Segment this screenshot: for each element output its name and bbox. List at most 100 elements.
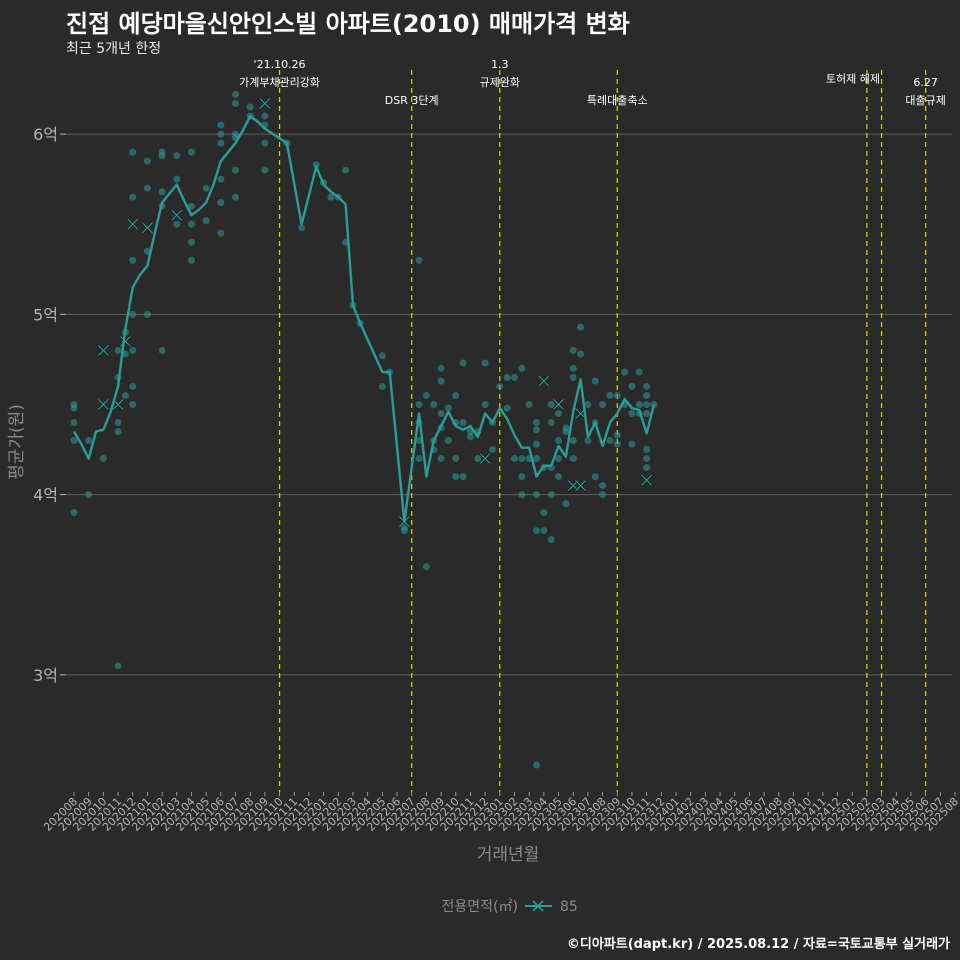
transaction-point <box>613 391 621 399</box>
transaction-point <box>232 130 240 138</box>
grid-layer <box>60 133 952 676</box>
transaction-point <box>114 346 122 354</box>
legend-title: 전용면적(㎡) <box>442 899 518 915</box>
transaction-point <box>569 346 577 354</box>
transaction-point <box>547 400 555 408</box>
transaction-point <box>518 455 526 463</box>
transaction-point <box>459 359 467 367</box>
transaction-point <box>217 175 225 183</box>
transaction-point <box>129 346 137 354</box>
transaction-point <box>430 400 438 408</box>
transaction-point <box>437 455 445 463</box>
transaction-point <box>533 527 541 535</box>
transaction-cross-mark <box>575 480 586 492</box>
average-line <box>72 114 656 523</box>
transaction-point <box>488 446 496 454</box>
transaction-point <box>187 202 195 210</box>
transaction-point <box>547 536 555 544</box>
transaction-point <box>606 437 614 445</box>
transaction-cross-mark <box>141 222 153 234</box>
transaction-point <box>415 256 423 264</box>
transaction-point <box>518 364 526 372</box>
transaction-point <box>643 382 651 390</box>
transaction-point <box>518 473 526 481</box>
legend-entry-85: 85 <box>560 899 578 915</box>
transaction-point <box>158 346 166 354</box>
transaction-point <box>569 364 577 372</box>
transaction-point <box>70 404 78 412</box>
transaction-point <box>503 404 511 412</box>
transaction-point <box>613 440 621 448</box>
transaction-point <box>555 409 563 417</box>
transaction-point <box>114 428 122 436</box>
transaction-point <box>569 455 577 463</box>
transaction-point <box>327 193 335 201</box>
y-tick-label: 5억 <box>33 305 58 324</box>
transaction-cross-mark <box>553 399 564 410</box>
transaction-cross-mark <box>479 453 491 464</box>
transaction-point <box>232 99 240 107</box>
transaction-point <box>298 224 306 232</box>
transaction-point <box>187 256 195 264</box>
transaction-cross-mark <box>127 218 139 230</box>
transaction-point <box>85 491 93 499</box>
transaction-point <box>584 400 592 408</box>
transaction-point <box>217 130 225 138</box>
transaction-point <box>121 391 129 399</box>
transaction-point <box>187 238 195 246</box>
transaction-point <box>143 157 151 165</box>
transaction-point <box>635 400 643 408</box>
transaction-point <box>187 220 195 228</box>
event-label: 특례대출축소 <box>587 94 648 107</box>
transaction-point <box>261 112 269 120</box>
transaction-point <box>547 418 555 426</box>
transaction-point <box>400 523 408 531</box>
transaction-point <box>643 446 651 454</box>
transaction-point <box>503 373 511 381</box>
transaction-point <box>312 161 320 169</box>
transaction-point <box>217 121 225 129</box>
transaction-point <box>452 391 460 399</box>
transaction-point <box>628 409 636 417</box>
transaction-point <box>459 473 467 481</box>
event-label: 규제완화 <box>480 76 520 89</box>
transaction-point <box>99 455 107 463</box>
transaction-point <box>569 373 577 381</box>
transaction-point <box>635 368 643 376</box>
transaction-point <box>158 188 166 196</box>
transaction-point <box>246 103 254 111</box>
transaction-point <box>540 509 548 517</box>
transaction-point <box>232 193 240 201</box>
transaction-point <box>114 662 122 670</box>
transaction-point <box>85 437 93 445</box>
transaction-point <box>481 359 489 367</box>
transaction-cross-mark <box>119 335 131 347</box>
transaction-point <box>562 428 570 436</box>
transaction-point <box>599 400 607 408</box>
transaction-point <box>173 152 181 160</box>
transaction-cross-mark <box>97 344 109 356</box>
transaction-point <box>474 455 482 463</box>
transaction-point <box>621 368 629 376</box>
transaction-cross-mark <box>171 209 183 221</box>
transaction-point <box>129 310 137 318</box>
event-label: 대출규제 <box>905 94 945 107</box>
y-tick-labels: 3억 4억 5억 6억 <box>33 125 58 685</box>
transaction-point <box>481 400 489 408</box>
transaction-point <box>143 310 151 318</box>
chart-subtitle: 최근 5개년 한정 <box>66 41 162 57</box>
transaction-point <box>511 455 518 463</box>
transaction-point <box>628 382 636 390</box>
transaction-point <box>643 409 651 417</box>
transaction-point <box>232 166 240 174</box>
event-label: 가계부채관리강화 <box>239 76 320 89</box>
transaction-point <box>121 350 129 358</box>
y-tick-label: 3억 <box>33 666 58 685</box>
transaction-cross-mark <box>97 399 109 410</box>
x-axis-label: 거래년월 <box>477 845 540 865</box>
transaction-point <box>143 184 151 192</box>
transaction-point <box>555 437 563 445</box>
transaction-point <box>577 350 585 358</box>
event-label: '21.10.26 <box>254 58 306 71</box>
